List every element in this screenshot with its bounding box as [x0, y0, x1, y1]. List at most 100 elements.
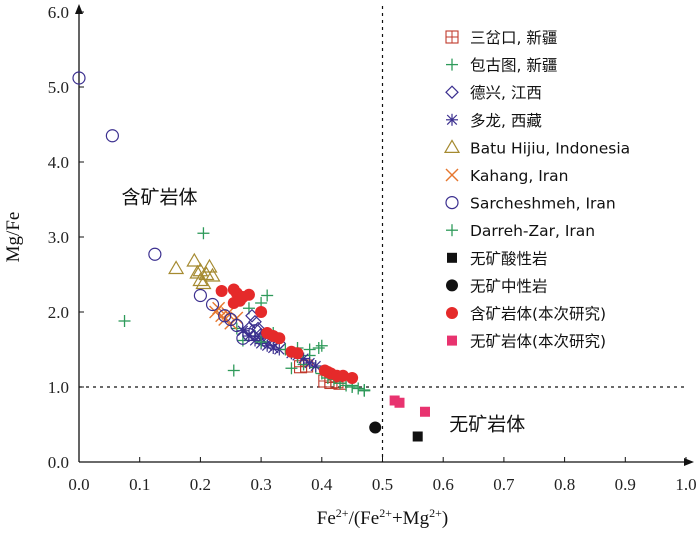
data-point: [261, 289, 274, 302]
y-tick-label: 5.0: [48, 78, 69, 97]
legend-item: 无矿中性岩: [446, 277, 548, 295]
series-10: [215, 283, 359, 384]
series-11: [389, 395, 430, 417]
series-4: [168, 252, 221, 290]
y-tick-label: 4.0: [48, 153, 69, 172]
data-point: [309, 360, 322, 372]
legend-label: Batu Hijiu, Indonesia: [470, 139, 630, 157]
x-tick-label: 0.1: [129, 475, 150, 494]
legend-item: 包古图, 新疆: [446, 57, 557, 75]
legend-marker: [446, 58, 458, 71]
series-6: [72, 71, 262, 345]
data-point: [212, 301, 226, 315]
legend-item: 无矿岩体(本次研究): [447, 333, 606, 351]
data-point: [193, 288, 207, 303]
zone-label-0: 含矿岩体: [121, 186, 197, 208]
data-point: [201, 258, 218, 273]
x-tick-label: 0.0: [68, 475, 89, 494]
data-point: [369, 421, 382, 434]
data-point: [312, 342, 325, 354]
legend-item: Darreh-Zar, Iran: [446, 222, 595, 240]
data-point: [285, 362, 298, 375]
x-tick-label: 1.0: [675, 475, 696, 494]
reference-lines: [79, 6, 686, 462]
legend-label: Kahang, Iran: [470, 167, 569, 185]
data-point: [248, 324, 262, 338]
data-point: [346, 372, 359, 384]
data-point: [204, 267, 221, 282]
data-point: [233, 294, 246, 307]
data-point: [118, 315, 131, 327]
legend-item: 三岔口, 新疆: [445, 29, 557, 47]
y-tick-label: 2.0: [48, 303, 69, 322]
data-point: [148, 247, 162, 261]
x-tick-label: 0.6: [433, 475, 454, 494]
x-tick-label: 0.4: [311, 475, 333, 494]
legend-label: 无矿岩体(本次研究): [470, 333, 606, 351]
data-point: [186, 252, 203, 267]
legend-item: 德兴, 江西: [445, 84, 542, 102]
legend-marker: [446, 224, 458, 237]
data-point: [419, 406, 430, 417]
data-point: [197, 227, 210, 240]
data-point: [215, 285, 228, 297]
legend-label: Darreh-Zar, Iran: [470, 222, 595, 240]
x-tick-label: 0.9: [615, 475, 636, 494]
data-point: [318, 364, 331, 377]
data-point: [337, 369, 350, 382]
y-tick-label: 6.0: [48, 3, 69, 22]
legend-marker: [447, 335, 457, 346]
data-point: [412, 431, 423, 442]
data-point: [255, 336, 268, 348]
legend-marker: [445, 30, 459, 44]
data-points: [72, 71, 430, 442]
legend-marker: [446, 113, 458, 126]
legend-label: 德兴, 江西: [470, 84, 542, 102]
x-tick-label: 0.3: [250, 475, 271, 494]
data-point: [192, 262, 209, 277]
x-tick-label: 0.5: [372, 475, 393, 494]
y-tick-label: 0.0: [48, 453, 69, 472]
legend-label: 含矿岩体(本次研究): [470, 305, 606, 323]
data-point: [205, 297, 220, 312]
legend-marker: [446, 307, 458, 319]
legend-marker: [446, 279, 458, 292]
legend-marker: [447, 252, 457, 263]
data-point: [291, 347, 304, 360]
x-tick-label: 0.2: [190, 475, 211, 494]
data-point: [72, 71, 86, 85]
data-point: [352, 382, 365, 395]
zone-label-1: 无矿岩体: [449, 414, 525, 436]
legend-item: 多龙, 西藏: [446, 112, 542, 130]
legend-marker: [445, 85, 459, 100]
legend-item: Batu Hijiu, Indonesia: [443, 139, 630, 157]
data-point: [227, 364, 240, 377]
x-tick-label: 0.8: [554, 475, 575, 494]
data-point: [230, 318, 244, 333]
series-9: [369, 421, 382, 434]
legend-item: Kahang, Iran: [445, 167, 569, 185]
legend-label: 多龙, 西藏: [470, 112, 542, 130]
legend-marker: [443, 139, 461, 153]
y-tick-label: 1.0: [48, 378, 69, 397]
data-point: [358, 384, 371, 397]
legend-marker: [445, 168, 459, 182]
legend-label: Sarcheshmeh, Iran: [470, 195, 616, 213]
legend-item: Sarcheshmeh, Iran: [445, 195, 616, 213]
data-point: [105, 129, 119, 143]
legend-label: 三岔口, 新疆: [470, 29, 557, 47]
legend-label: 无矿中性岩: [470, 277, 548, 295]
x-axis-label: Fe2+/(Fe2++Mg2+): [317, 506, 448, 529]
series-8: [412, 431, 423, 442]
legend-marker: [445, 196, 459, 210]
y-axis-label: Mg/Fe: [3, 212, 24, 263]
legend-item: 含矿岩体(本次研究): [446, 305, 606, 323]
data-point: [273, 332, 286, 345]
legend-label: 无矿酸性岩: [470, 250, 548, 268]
data-point: [195, 275, 212, 290]
legend-label: 包古图, 新疆: [470, 57, 557, 75]
legend-item: 无矿酸性岩: [447, 250, 548, 268]
